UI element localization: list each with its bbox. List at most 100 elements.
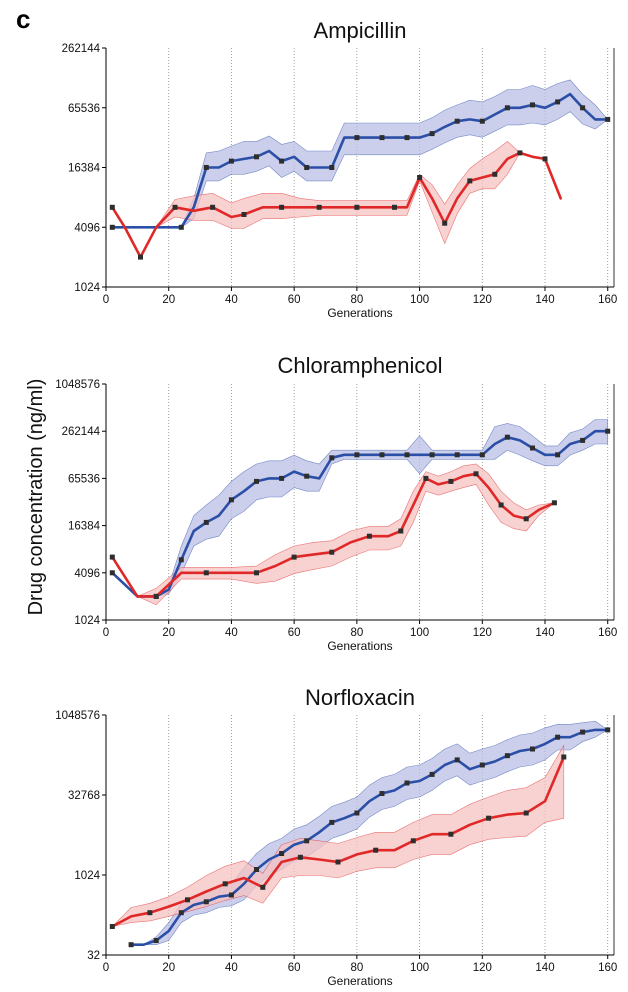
data-point: [147, 910, 153, 916]
y-tick-label: 1048576: [55, 710, 100, 722]
x-tick-label: 20: [162, 294, 175, 306]
data-point: [379, 452, 385, 458]
data-point: [228, 497, 234, 503]
x-tick-label: 60: [288, 962, 301, 974]
chart-title: Norfloxacin: [305, 685, 415, 710]
data-point: [178, 910, 184, 916]
data-point: [479, 118, 485, 124]
data-point: [429, 771, 435, 777]
data-point: [279, 204, 285, 210]
data-point: [530, 102, 535, 108]
data-point: [448, 478, 454, 484]
y-tick-label: 262144: [62, 43, 101, 55]
y-tick-label: 1048576: [55, 379, 100, 391]
x-tick-label: 120: [473, 962, 492, 974]
series-line-blue: [111, 429, 610, 598]
data-point: [523, 810, 529, 816]
data-point: [486, 815, 492, 821]
x-tick-label: 100: [410, 962, 429, 974]
data-point: [354, 204, 360, 210]
data-point: [479, 762, 485, 768]
data-point: [542, 156, 548, 162]
x-tick-label: 100: [410, 294, 429, 306]
data-point: [109, 224, 115, 230]
data-point: [254, 154, 259, 160]
y-tick-label: 1024: [74, 282, 100, 294]
x-tick-label: 80: [350, 294, 363, 306]
y-tick-label: 4096: [74, 222, 100, 234]
data-point: [304, 838, 310, 844]
data-point: [138, 254, 143, 260]
data-point: [153, 938, 159, 943]
data-point: [172, 204, 178, 210]
data-point: [260, 884, 266, 890]
data-point: [254, 478, 259, 484]
data-point: [404, 452, 410, 458]
series-line-red: [111, 151, 563, 259]
data-point: [109, 570, 115, 576]
x-tick-label: 140: [535, 294, 554, 306]
data-point: [379, 135, 385, 141]
x-tick-label: 60: [288, 294, 301, 306]
data-point: [561, 754, 567, 760]
series-line-red: [111, 472, 556, 598]
data-point: [605, 116, 611, 122]
x-tick-label: 60: [288, 627, 301, 639]
x-tick-label: 0: [103, 627, 109, 639]
data-point: [605, 428, 611, 434]
x-tick-label: 0: [103, 294, 109, 306]
data-point: [448, 831, 454, 837]
data-point: [467, 178, 473, 184]
data-point: [109, 924, 115, 929]
y-tick-label: 4096: [74, 568, 100, 580]
x-tick-label: 80: [350, 627, 363, 639]
data-point: [185, 897, 190, 903]
data-point: [329, 549, 335, 555]
data-point: [354, 452, 360, 458]
chart-0: Ampicillin 0 20 40 60 80 100 120 140 160 1024 4096 1…: [62, 18, 618, 320]
x-tick-label: 40: [225, 962, 238, 974]
data-point: [203, 165, 209, 170]
data-point: [504, 105, 510, 111]
data-point: [551, 500, 557, 506]
data-point: [222, 881, 228, 887]
data-point: [530, 445, 535, 451]
data-point: [203, 899, 209, 905]
data-point: [373, 847, 379, 853]
data-point: [555, 452, 561, 458]
x-tick-label: 0: [103, 962, 109, 974]
data-point: [530, 746, 535, 752]
series-line-blue: [129, 728, 610, 947]
data-point: [279, 475, 285, 481]
data-point: [210, 204, 216, 210]
data-point: [454, 118, 460, 124]
data-point: [429, 452, 435, 458]
data-point: [241, 212, 247, 217]
data-point: [109, 204, 115, 210]
panel-label: c: [16, 4, 30, 34]
data-point: [454, 757, 460, 763]
data-point: [228, 158, 234, 164]
data-point: [254, 570, 259, 576]
x-tick-label: 20: [162, 962, 175, 974]
x-tick-label: 20: [162, 627, 175, 639]
y-tick-label: 65536: [68, 473, 100, 485]
x-tick-label: 40: [225, 294, 238, 306]
data-point: [398, 528, 404, 534]
y-tick-label: 16384: [68, 163, 101, 175]
data-point: [523, 516, 529, 522]
y-tick-label: 1024: [74, 870, 100, 882]
x-tick-label: 100: [410, 627, 429, 639]
data-point: [442, 220, 448, 226]
chart-2: Norfloxacin 0 20 40 60 80 100 120 140 160 32 1024 32…: [55, 685, 617, 988]
y-axis-label: Drug concentration (ng/ml): [25, 379, 47, 616]
chart-title: Ampicillin: [314, 18, 407, 43]
x-tick-label: 160: [598, 962, 617, 974]
data-point: [128, 942, 134, 948]
data-point: [492, 171, 498, 177]
data-point: [279, 851, 285, 856]
data-point: [423, 475, 429, 481]
x-tick-label: 140: [535, 627, 554, 639]
data-point: [109, 554, 115, 560]
